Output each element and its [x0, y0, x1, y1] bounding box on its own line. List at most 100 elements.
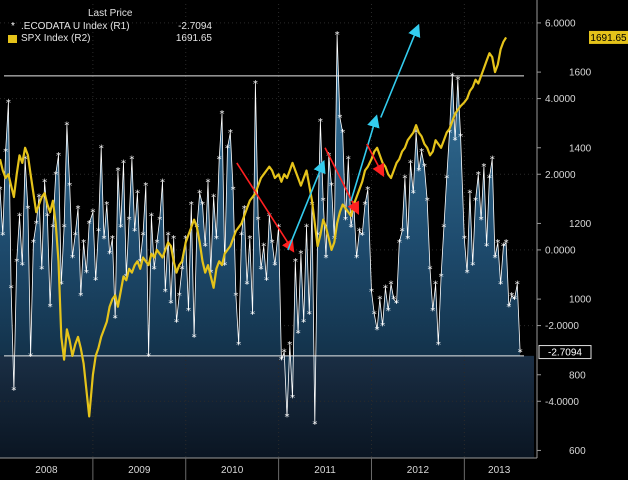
- ecodata-point: *: [129, 155, 134, 166]
- ecodata-point: *: [50, 223, 55, 234]
- ecodata-point: *: [256, 215, 261, 226]
- ecodata-point: *: [231, 185, 236, 196]
- ecodata-point: *: [453, 136, 458, 147]
- ecodata-point: *: [397, 238, 402, 249]
- x-tick-label: 2012: [407, 465, 430, 476]
- ecodata-point: *: [96, 227, 101, 238]
- ecodata-line: [0, 34, 521, 424]
- ecodata-point: *: [386, 306, 391, 317]
- legend-item-ecodata[interactable]: * .ECODATA U Index (R1) -2.7094: [6, 21, 216, 33]
- legend-item-spx[interactable]: SPX Index (R2) 1691.65: [6, 33, 216, 45]
- ecodata-point: *: [270, 238, 275, 249]
- ecodata-point: *: [0, 230, 5, 241]
- ecodata-point: *: [186, 306, 191, 317]
- spx-line: [0, 36, 508, 418]
- ecodata-point: *: [146, 351, 151, 362]
- x-tick-label: 2010: [221, 465, 244, 476]
- r1-tick-label: 0.0000: [545, 245, 576, 256]
- ecodata-point: *: [394, 298, 399, 309]
- ecodata-point: *: [372, 310, 377, 321]
- ecodata-point: *: [53, 170, 58, 181]
- r2-tick-label: 1400: [569, 143, 592, 154]
- ecodata-point: *: [408, 158, 413, 169]
- ecodata-point: *: [118, 223, 123, 234]
- ecodata-point: *: [329, 181, 334, 192]
- ecodata-point: *: [149, 211, 154, 222]
- ecodata-point: *: [250, 310, 255, 321]
- ecodata-point: *: [272, 261, 277, 272]
- ecodata-point: *: [414, 128, 419, 139]
- ecodata-point: *: [203, 242, 208, 253]
- ecodata-point: *: [3, 147, 8, 158]
- ecodata-point: *: [34, 219, 39, 230]
- ecodata-point: *: [433, 279, 438, 290]
- ecodata-point: *: [301, 317, 306, 328]
- ecodata-point: *: [219, 109, 224, 120]
- r2-last-value-label: 1691.65: [590, 33, 627, 44]
- ecodata-point: *: [76, 204, 81, 215]
- ecodata-point: *: [132, 227, 137, 238]
- ecodata-point: *: [504, 238, 509, 249]
- ecodata-point: *: [258, 264, 263, 275]
- ecodata-point: *: [152, 264, 157, 275]
- ecodata-point: *: [6, 98, 11, 109]
- ecodata-point: *: [267, 211, 272, 222]
- ecodata-point: *: [211, 192, 216, 203]
- ecodata-point: *: [290, 393, 295, 404]
- x-tick-label: 2009: [128, 465, 151, 476]
- ecodata-point: *: [141, 230, 146, 241]
- ecodata-point: *: [171, 234, 176, 245]
- ecodata-point: *: [369, 287, 374, 298]
- ecodata-point: *: [264, 276, 269, 287]
- ecodata-point: *: [279, 355, 284, 366]
- ecodata-point: *: [321, 196, 326, 207]
- ecodata-point: *: [138, 257, 143, 268]
- yellow-square-icon: [8, 35, 17, 43]
- ecodata-point: *: [439, 272, 444, 283]
- ecodata-point: *: [31, 238, 36, 249]
- ecodata-point: *: [107, 249, 112, 260]
- ecodata-point: *: [17, 211, 22, 222]
- ecodata-point: *: [400, 227, 405, 238]
- ecodata-point: *: [430, 306, 435, 317]
- ecodata-point: *: [411, 189, 416, 200]
- ecodata-point: *: [422, 162, 427, 173]
- ecodata-point: *: [479, 215, 484, 226]
- ecodata-point: *: [48, 302, 53, 313]
- ecodata-point: *: [70, 253, 75, 264]
- ecodata-point: *: [217, 155, 222, 166]
- ecodata-point: *: [135, 189, 140, 200]
- ecodata-point: *: [222, 261, 227, 272]
- ecodata-point: *: [104, 200, 109, 211]
- r2-tick-label: 1000: [569, 295, 592, 306]
- ecodata-point: *: [67, 181, 72, 192]
- ecodata-point: *: [157, 215, 162, 226]
- ecodata-point: *: [247, 234, 252, 245]
- r2-tick-label: 1600: [569, 68, 592, 79]
- ecodata-point: *: [0, 185, 3, 196]
- r2-tick-label: 600: [569, 446, 586, 457]
- ecodata-point: *: [501, 242, 506, 253]
- ecodata-point: *: [465, 268, 470, 279]
- ecodata-point: *: [362, 200, 367, 211]
- ecodata-point: *: [127, 215, 132, 226]
- ecodata-point: *: [455, 75, 460, 86]
- ecodata-point: *: [99, 143, 104, 154]
- ecodata-point: *: [377, 295, 382, 306]
- r2-last-value-box: [589, 30, 628, 44]
- ecodata-point: *: [14, 257, 19, 268]
- ecodata-point: *: [419, 147, 424, 158]
- ecodata-point: *: [492, 253, 497, 264]
- ecodata-point: *: [490, 155, 495, 166]
- r1-tick-label: 4.0000: [545, 94, 576, 105]
- lower-band: [0, 355, 534, 458]
- ecodata-point: *: [467, 189, 472, 200]
- x-tick-label: 2008: [35, 465, 58, 476]
- ecodata-point: *: [506, 302, 511, 313]
- ecodata-point: *: [282, 348, 287, 359]
- r1-last-value-box: [538, 345, 592, 360]
- ecodata-point: *: [239, 230, 244, 241]
- ecodata-point: *: [436, 340, 441, 351]
